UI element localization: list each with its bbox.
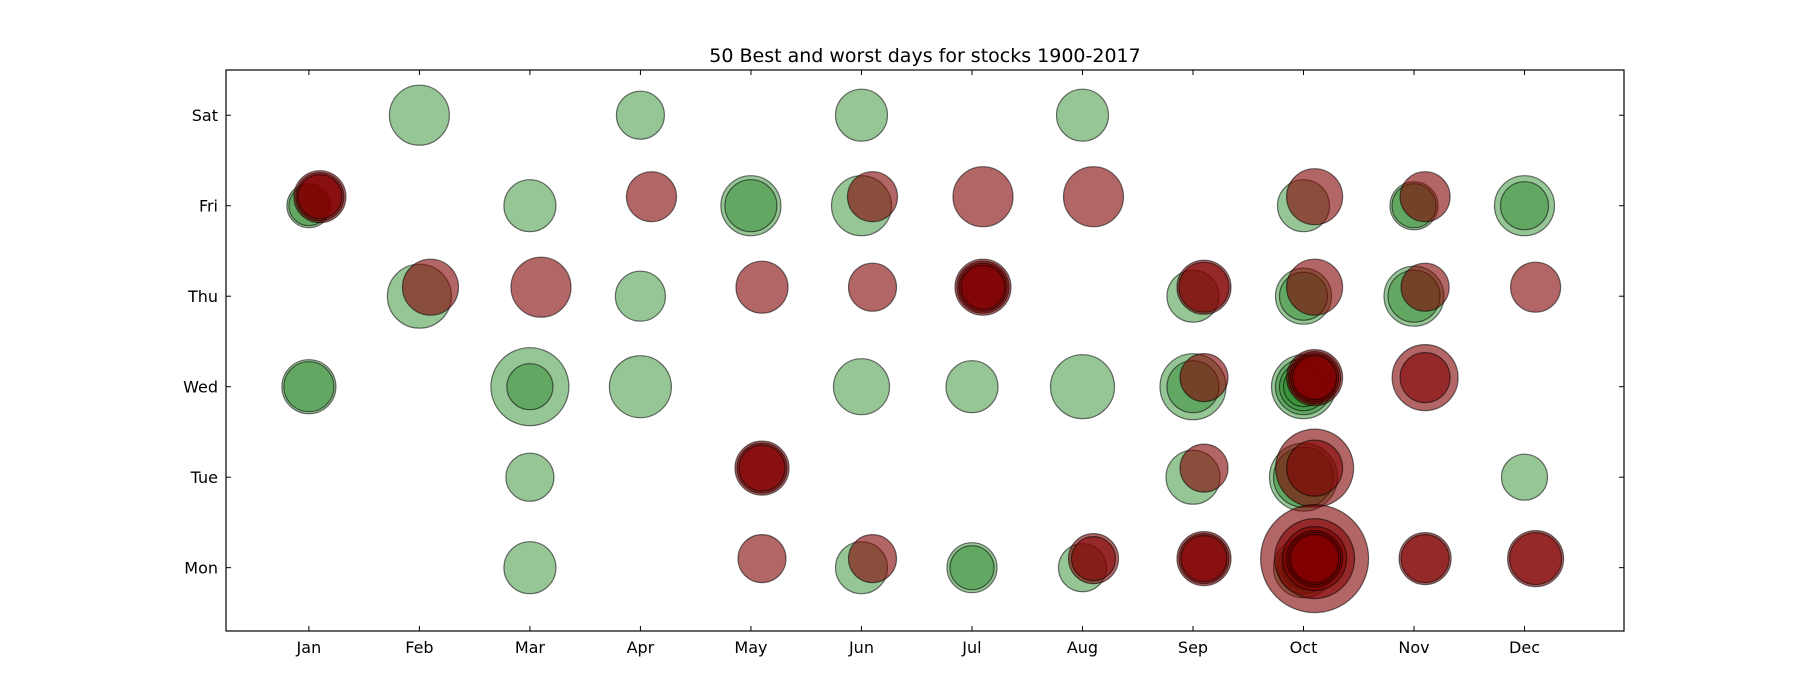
best-day-bubble xyxy=(724,179,778,233)
worst-day-bubble xyxy=(297,174,343,220)
best-day-bubble xyxy=(1499,181,1550,231)
worst-day-bubble xyxy=(960,264,1006,310)
best-day-bubble xyxy=(506,363,554,411)
worst-day-bubble xyxy=(1399,171,1451,223)
worst-day-bubble xyxy=(1508,531,1563,586)
x-tick-label: Feb xyxy=(405,638,433,657)
y-tick-label: Mon xyxy=(184,559,218,578)
best-day-bubble xyxy=(1049,354,1116,420)
worst-day-bubble xyxy=(1285,258,1344,316)
best-day-bubble xyxy=(283,361,335,413)
best-day-bubble xyxy=(505,452,555,502)
worst-day-bubble xyxy=(1179,353,1229,403)
y-tick-label: Sat xyxy=(192,106,218,125)
best-day-bubble xyxy=(1055,88,1110,142)
best-day-bubble xyxy=(945,360,999,414)
best-day-bubble xyxy=(388,84,450,146)
worst-day-bubble xyxy=(1285,168,1344,226)
worst-day-bubble xyxy=(735,260,789,314)
x-tick-label: Jul xyxy=(961,638,981,657)
worst-day-bubble xyxy=(625,171,678,223)
best-day-bubble xyxy=(503,541,557,595)
x-tick-label: Jan xyxy=(296,638,322,657)
worst-day-bubble xyxy=(846,171,899,223)
x-tick-label: May xyxy=(734,638,767,657)
worst-day-bubble xyxy=(847,533,898,584)
worst-day-bubble xyxy=(1070,535,1117,582)
x-tick-label: Mar xyxy=(515,638,546,657)
worst-day-bubble xyxy=(1400,262,1450,312)
y-tick-label: Fri xyxy=(199,197,218,216)
worst-day-bubble xyxy=(737,533,787,584)
worst-day-bubble xyxy=(1285,439,1344,497)
best-day-bubble xyxy=(1500,453,1549,501)
worst-day-bubble xyxy=(1178,261,1230,313)
x-axis: Jan Feb Mar Apr May Jun Jul Aug Sep Oct Nov Dec xyxy=(296,70,1540,657)
chart-title: 50 Best and worst days for stocks 1900-2… xyxy=(709,45,1140,67)
x-tick-label: Sep xyxy=(1178,638,1208,657)
worst-day-bubble xyxy=(1179,443,1229,493)
y-tick-label: Wed xyxy=(183,378,218,397)
x-tick-label: Dec xyxy=(1509,638,1540,657)
best-day-bubble xyxy=(608,355,673,419)
x-tick-label: Apr xyxy=(627,638,655,657)
best-day-bubble xyxy=(614,270,667,322)
worst-day-bubble xyxy=(1400,533,1450,584)
x-tick-label: Nov xyxy=(1398,638,1429,657)
best-day-bubble xyxy=(834,88,889,142)
best-day-bubble xyxy=(503,179,557,233)
x-tick-label: Aug xyxy=(1067,638,1098,657)
worst-day-bubble xyxy=(1399,352,1451,404)
x-tick-label: Jun xyxy=(848,638,874,657)
worst-day-bubble xyxy=(401,258,460,316)
worst-day-bubble xyxy=(1291,355,1338,401)
worst-day-bubble xyxy=(1062,166,1125,228)
worst-day-bubble xyxy=(847,262,898,312)
y-tick-label: Thu xyxy=(187,287,218,306)
y-axis: Mon Tue Wed Thu Fri Sat xyxy=(183,106,1624,578)
plot-frame xyxy=(225,69,1625,632)
worst-day-bubble xyxy=(510,256,572,318)
best-day-bubble xyxy=(615,90,666,140)
worst-day-bubble xyxy=(738,444,786,492)
worst-day-bubble xyxy=(1509,261,1562,313)
bubble-layer xyxy=(281,84,1565,614)
worst-day-bubble xyxy=(1180,534,1228,583)
y-tick-label: Tue xyxy=(190,468,218,487)
worst-day-bubble xyxy=(952,166,1014,228)
best-day-bubble xyxy=(949,545,995,591)
best-day-bubble xyxy=(832,358,891,416)
worst-day-bubble xyxy=(1289,533,1340,584)
x-tick-label: Oct xyxy=(1290,638,1318,657)
